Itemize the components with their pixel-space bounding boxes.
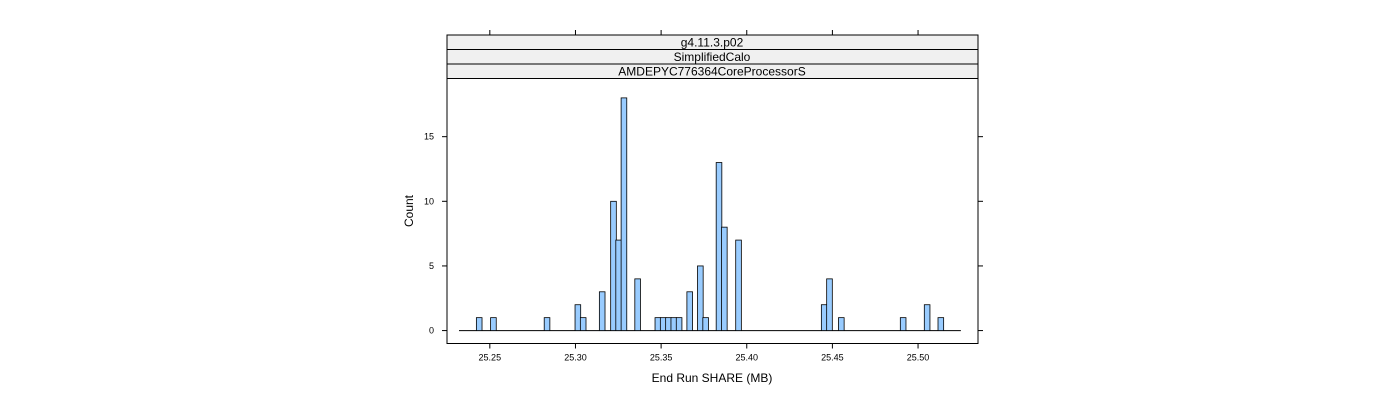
x-tick-label: 25.25 <box>479 353 502 363</box>
y-axis: 0 5 10 15 <box>424 132 983 336</box>
histogram-bar <box>615 239 622 331</box>
y-tick-label: 15 <box>424 132 434 142</box>
histogram-bar <box>820 304 828 331</box>
histogram-bar <box>670 317 678 331</box>
x-axis-title: End Run SHARE (MB) <box>652 371 773 385</box>
strip-headers: g4.11.3.p02 SimplifiedCalo AMDEPYC776364… <box>446 34 979 79</box>
y-tick-label: 0 <box>429 326 434 336</box>
strip-2-label: SimplifiedCalo <box>674 50 751 64</box>
histogram-bar <box>654 317 662 331</box>
histogram-bar <box>665 317 672 331</box>
strip-1-label: g4.11.3.p02 <box>681 36 744 50</box>
x-tick-label: 25.35 <box>650 353 673 363</box>
bars <box>475 97 945 331</box>
y-axis-title: Count <box>402 194 416 227</box>
x-axis: 25.25 25.30 25.35 25.40 25.45 25.50 <box>479 30 930 363</box>
histogram-bar <box>675 317 683 331</box>
histogram-bar <box>721 226 728 331</box>
histogram-bar <box>490 317 497 331</box>
x-tick-label: 25.50 <box>907 353 930 363</box>
histogram-bar <box>702 317 709 331</box>
histogram-bar <box>579 317 587 331</box>
histogram-bar <box>697 265 704 331</box>
histogram-bar <box>620 97 628 331</box>
histogram-bar <box>937 317 945 331</box>
y-tick-label: 10 <box>424 196 434 206</box>
histogram-bar <box>686 291 693 331</box>
x-tick-label: 25.45 <box>821 353 844 363</box>
panel-frame <box>446 78 979 344</box>
strip-3-label: AMDEPYC776364CoreProcessorS <box>618 65 805 79</box>
histogram-bar <box>715 162 723 331</box>
histogram-bar <box>598 291 606 331</box>
histogram-bar <box>659 317 667 331</box>
histogram-bar <box>475 317 483 331</box>
histogram-bar <box>735 239 742 331</box>
histogram-bar <box>899 317 907 331</box>
x-tick-label: 25.40 <box>735 353 758 363</box>
histogram-bar <box>826 278 833 331</box>
histogram-bar <box>543 317 551 331</box>
histogram-bar <box>634 278 641 331</box>
x-tick-label: 25.30 <box>564 353 587 363</box>
histogram-bar <box>574 304 582 331</box>
y-tick-label: 5 <box>429 261 434 271</box>
histogram-bar <box>838 317 845 331</box>
histogram-bar <box>923 304 931 331</box>
